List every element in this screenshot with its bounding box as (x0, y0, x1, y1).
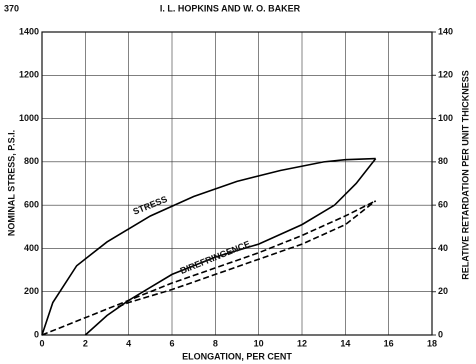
x-tick-label: 10 (254, 338, 264, 348)
x-tick-label: 6 (169, 338, 174, 348)
y-tick-label: 800 (24, 156, 39, 166)
curve (41, 157, 376, 336)
y-tick-label: 400 (24, 243, 39, 253)
x-tick-label: 2 (83, 338, 88, 348)
y2-axis-label: RELATIVE RETARDATION PER UNIT THICKNESS (460, 70, 470, 280)
y2-tick-label: 40 (438, 243, 448, 253)
x-tick-label: 16 (384, 338, 394, 348)
y-tick-label: 600 (24, 200, 39, 210)
y2-tick-label: 140 (438, 26, 453, 36)
x-tick-label: 4 (126, 338, 131, 348)
page-number: 370 (4, 3, 19, 13)
curve (41, 200, 377, 336)
x-tick-label: 0 (39, 338, 44, 348)
y-tick-label: 1200 (19, 70, 39, 80)
y-tick-label: 1400 (19, 26, 39, 36)
y2-tick-label: 80 (438, 156, 448, 166)
y-axis-label: NOMINAL STRESS, P.S.I. (6, 130, 16, 236)
y-tick-label: 1000 (19, 113, 39, 123)
y2-tick-label: 60 (438, 200, 448, 210)
plot-frame (41, 31, 433, 336)
y-tick-label: 200 (24, 286, 39, 296)
y2-tick-label: 0 (438, 329, 443, 339)
running-head: I. L. HOPKINS AND W. O. BAKER (160, 3, 301, 13)
y-tick-label: 0 (34, 329, 39, 339)
curve-label: STRESS (132, 194, 169, 217)
x-tick-label: 14 (340, 338, 350, 348)
x-tick-label: 18 (427, 338, 437, 348)
y2-tick-label: 100 (438, 113, 453, 123)
x-tick-label: 12 (297, 338, 307, 348)
y2-tick-label: 20 (438, 286, 448, 296)
y2-tick-label: 120 (438, 70, 453, 80)
curve (84, 158, 377, 336)
curve (117, 200, 377, 308)
x-axis-label: ELONGATION, PER CENT (182, 351, 292, 361)
x-tick-label: 8 (213, 338, 218, 348)
